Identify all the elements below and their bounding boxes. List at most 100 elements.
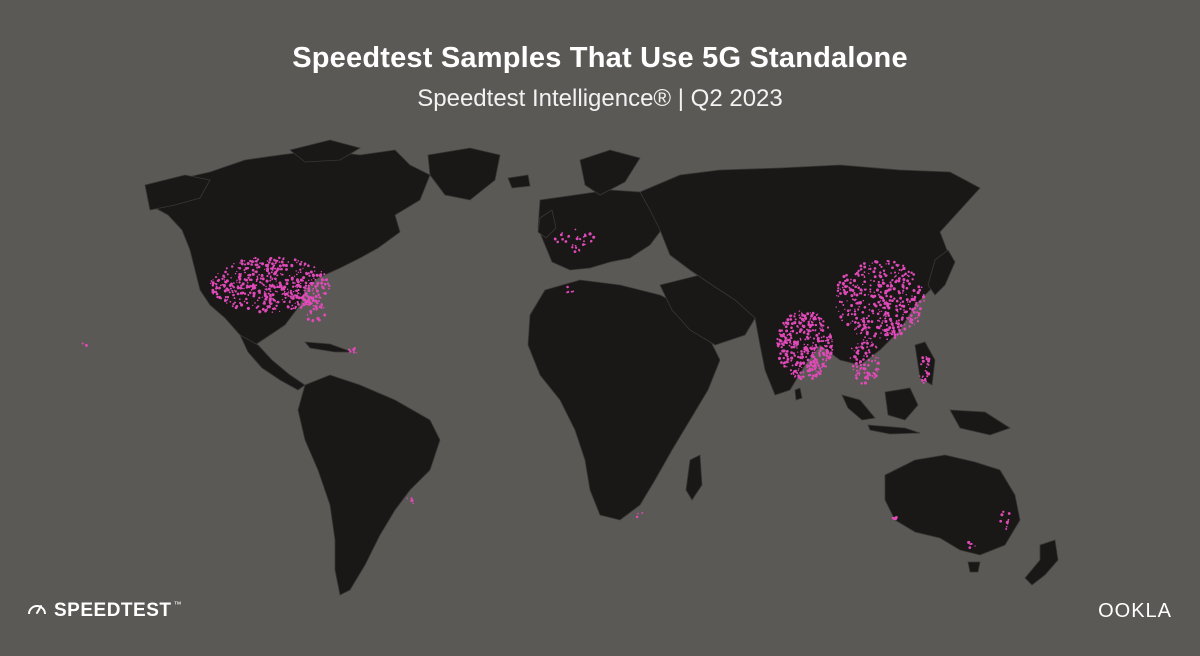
sample-dot xyxy=(875,367,878,370)
sample-dot xyxy=(999,519,1003,523)
sample-dot xyxy=(889,281,892,284)
cuba xyxy=(304,341,353,353)
sample-dot xyxy=(226,298,229,301)
sample-dot xyxy=(795,361,799,365)
sample-dot xyxy=(882,329,884,331)
sample-dot xyxy=(268,299,272,303)
sample-dot xyxy=(842,282,844,285)
sample-dot xyxy=(211,283,215,287)
sample-dot xyxy=(269,256,273,260)
sample-dot xyxy=(862,299,865,302)
sample-dot xyxy=(800,317,805,321)
sample-dot xyxy=(902,267,905,270)
sample-dot xyxy=(779,340,782,343)
sample-dot xyxy=(798,320,800,323)
sample-dot xyxy=(352,348,356,352)
sample-dot xyxy=(811,374,815,378)
sample-dot xyxy=(278,285,281,289)
sample-dot xyxy=(226,302,228,304)
sample-dot xyxy=(869,284,871,286)
sample-dot xyxy=(869,290,872,293)
sample-dot xyxy=(806,364,809,367)
sample-dot xyxy=(212,292,215,295)
sample-dot xyxy=(891,299,894,303)
new-zealand xyxy=(1024,539,1059,586)
sample-dot xyxy=(323,282,327,286)
sample-dot xyxy=(304,284,308,287)
sample-dot xyxy=(214,276,218,279)
sample-dot xyxy=(264,263,268,267)
sample-dot xyxy=(246,261,250,266)
sample-dot xyxy=(898,278,900,280)
sample-dot xyxy=(261,282,264,285)
sample-dot xyxy=(300,282,302,285)
sample-dot xyxy=(322,307,325,309)
ookla-logo[interactable]: OOKLA xyxy=(1098,600,1172,622)
sample-dot xyxy=(922,295,925,298)
sample-dot xyxy=(873,275,877,279)
sample-dot xyxy=(842,304,845,306)
sample-dot xyxy=(581,243,585,246)
sample-dot xyxy=(869,327,871,329)
sample-dot xyxy=(296,273,298,276)
sample-dot xyxy=(307,284,310,287)
sample-dot xyxy=(846,309,850,313)
sample-dot xyxy=(863,305,867,309)
australia-landmass xyxy=(884,454,1021,556)
sample-dot xyxy=(793,315,796,318)
sample-dot xyxy=(925,357,928,359)
speedtest-logo[interactable]: SPEEDTEST ™ xyxy=(26,598,181,624)
sample-dot xyxy=(877,319,879,322)
sample-dot xyxy=(895,274,897,277)
sample-dot xyxy=(818,365,820,368)
sample-dot xyxy=(783,365,786,368)
sample-dot xyxy=(799,316,802,319)
sample-dot xyxy=(811,351,814,354)
trademark-symbol: ™ xyxy=(173,600,182,609)
sample-dot xyxy=(574,228,577,231)
south-america-landmass xyxy=(297,374,441,596)
sample-dot xyxy=(216,295,219,299)
sample-dot xyxy=(856,284,859,286)
sample-dot xyxy=(878,309,880,311)
sample-dot xyxy=(782,362,785,365)
sample-dot xyxy=(892,516,896,521)
sample-dot xyxy=(315,308,318,311)
sample-dot xyxy=(884,333,888,337)
sample-dot xyxy=(811,368,814,372)
sample-dot xyxy=(289,295,293,299)
sample-dot xyxy=(849,357,852,359)
sample-dot xyxy=(795,332,798,335)
sample-dot xyxy=(905,310,909,313)
sample-dot xyxy=(883,302,887,305)
sample-dot xyxy=(300,305,303,308)
sample-dot xyxy=(902,281,905,284)
sample-dot xyxy=(886,302,890,306)
sample-dot xyxy=(820,370,822,373)
sample-dot xyxy=(245,284,249,287)
sample-dot xyxy=(924,369,927,372)
sample-dot xyxy=(306,303,309,306)
sample-dot xyxy=(857,301,860,304)
sample-dot xyxy=(782,349,785,352)
sample-dot xyxy=(312,296,315,299)
sample-dot xyxy=(925,355,927,358)
sample-dot xyxy=(276,290,278,293)
sample-dot xyxy=(810,355,813,357)
sample-dot xyxy=(908,300,912,303)
sample-dot xyxy=(263,284,265,287)
sample-dot xyxy=(300,296,303,300)
sample-dot xyxy=(844,279,847,283)
sample-dot xyxy=(635,515,639,519)
sample-dot xyxy=(222,274,225,278)
sample-dot xyxy=(869,288,872,291)
sample-dot xyxy=(254,270,258,274)
sample-dot xyxy=(871,341,873,343)
sample-dot xyxy=(813,346,816,350)
sample-dot xyxy=(233,301,237,304)
sample-dot xyxy=(267,272,271,275)
sample-dot xyxy=(778,329,782,333)
sample-dot xyxy=(641,511,644,514)
sample-dot xyxy=(915,316,917,319)
sample-dot xyxy=(795,341,798,345)
